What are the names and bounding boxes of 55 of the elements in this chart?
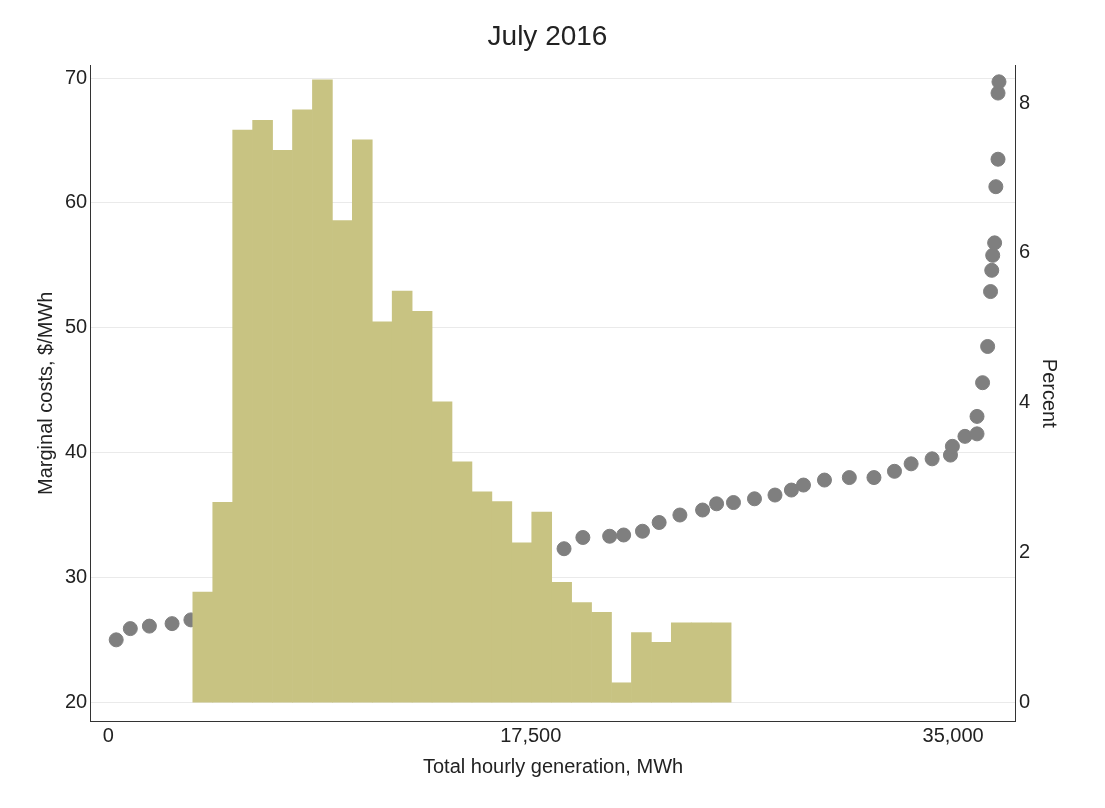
- point: [816, 472, 832, 488]
- point: [108, 632, 124, 648]
- x-tick-label: 35,000: [922, 723, 984, 746]
- point: [944, 438, 960, 454]
- point: [957, 428, 973, 444]
- point: [975, 375, 991, 391]
- point: [991, 74, 1007, 90]
- point: [695, 502, 711, 518]
- point: [985, 247, 1001, 263]
- y2-tick-label: 6: [1018, 240, 1030, 263]
- point: [672, 507, 688, 523]
- point: [969, 426, 985, 442]
- x-tick-label: 0: [102, 723, 114, 746]
- point: [983, 284, 999, 300]
- point: [709, 496, 725, 512]
- y-tick-label: 50: [65, 315, 88, 338]
- point: [575, 529, 591, 545]
- point: [903, 456, 919, 472]
- x-axis-title: Total hourly generation, MWh: [422, 754, 684, 777]
- y-tick-label: 70: [65, 65, 88, 88]
- point: [767, 487, 783, 503]
- y-tick-label: 30: [65, 564, 88, 587]
- point: [969, 408, 985, 424]
- point: [122, 621, 138, 637]
- y2-axis-title: Percent: [1039, 358, 1062, 429]
- point: [725, 495, 741, 511]
- point: [886, 463, 902, 479]
- y2-tick-label: 0: [1018, 689, 1030, 712]
- y-tick-label: 20: [65, 689, 88, 712]
- x-tick-label: 17,500: [500, 723, 562, 746]
- point: [616, 527, 632, 543]
- point: [602, 528, 618, 544]
- point: [987, 235, 1003, 251]
- point: [866, 470, 882, 486]
- point: [746, 491, 762, 507]
- point: [980, 338, 996, 354]
- y2-tick-label: 4: [1018, 390, 1030, 413]
- point: [651, 515, 667, 531]
- point: [988, 179, 1004, 195]
- y2-tick-label: 2: [1018, 539, 1030, 562]
- chart-title: July 2016: [487, 19, 608, 51]
- point: [783, 482, 799, 498]
- point: [164, 616, 180, 632]
- y-tick-label: 40: [65, 440, 88, 463]
- point: [841, 470, 857, 486]
- point: [990, 151, 1006, 167]
- point: [924, 451, 940, 467]
- y-tick-label: 60: [65, 190, 88, 213]
- y-axis-title: Marginal costs, $/MWh: [33, 291, 56, 495]
- point: [141, 618, 157, 634]
- point: [795, 477, 811, 493]
- point: [634, 523, 650, 539]
- point: [984, 262, 1000, 278]
- point: [556, 541, 572, 557]
- y2-tick-label: 8: [1018, 90, 1030, 113]
